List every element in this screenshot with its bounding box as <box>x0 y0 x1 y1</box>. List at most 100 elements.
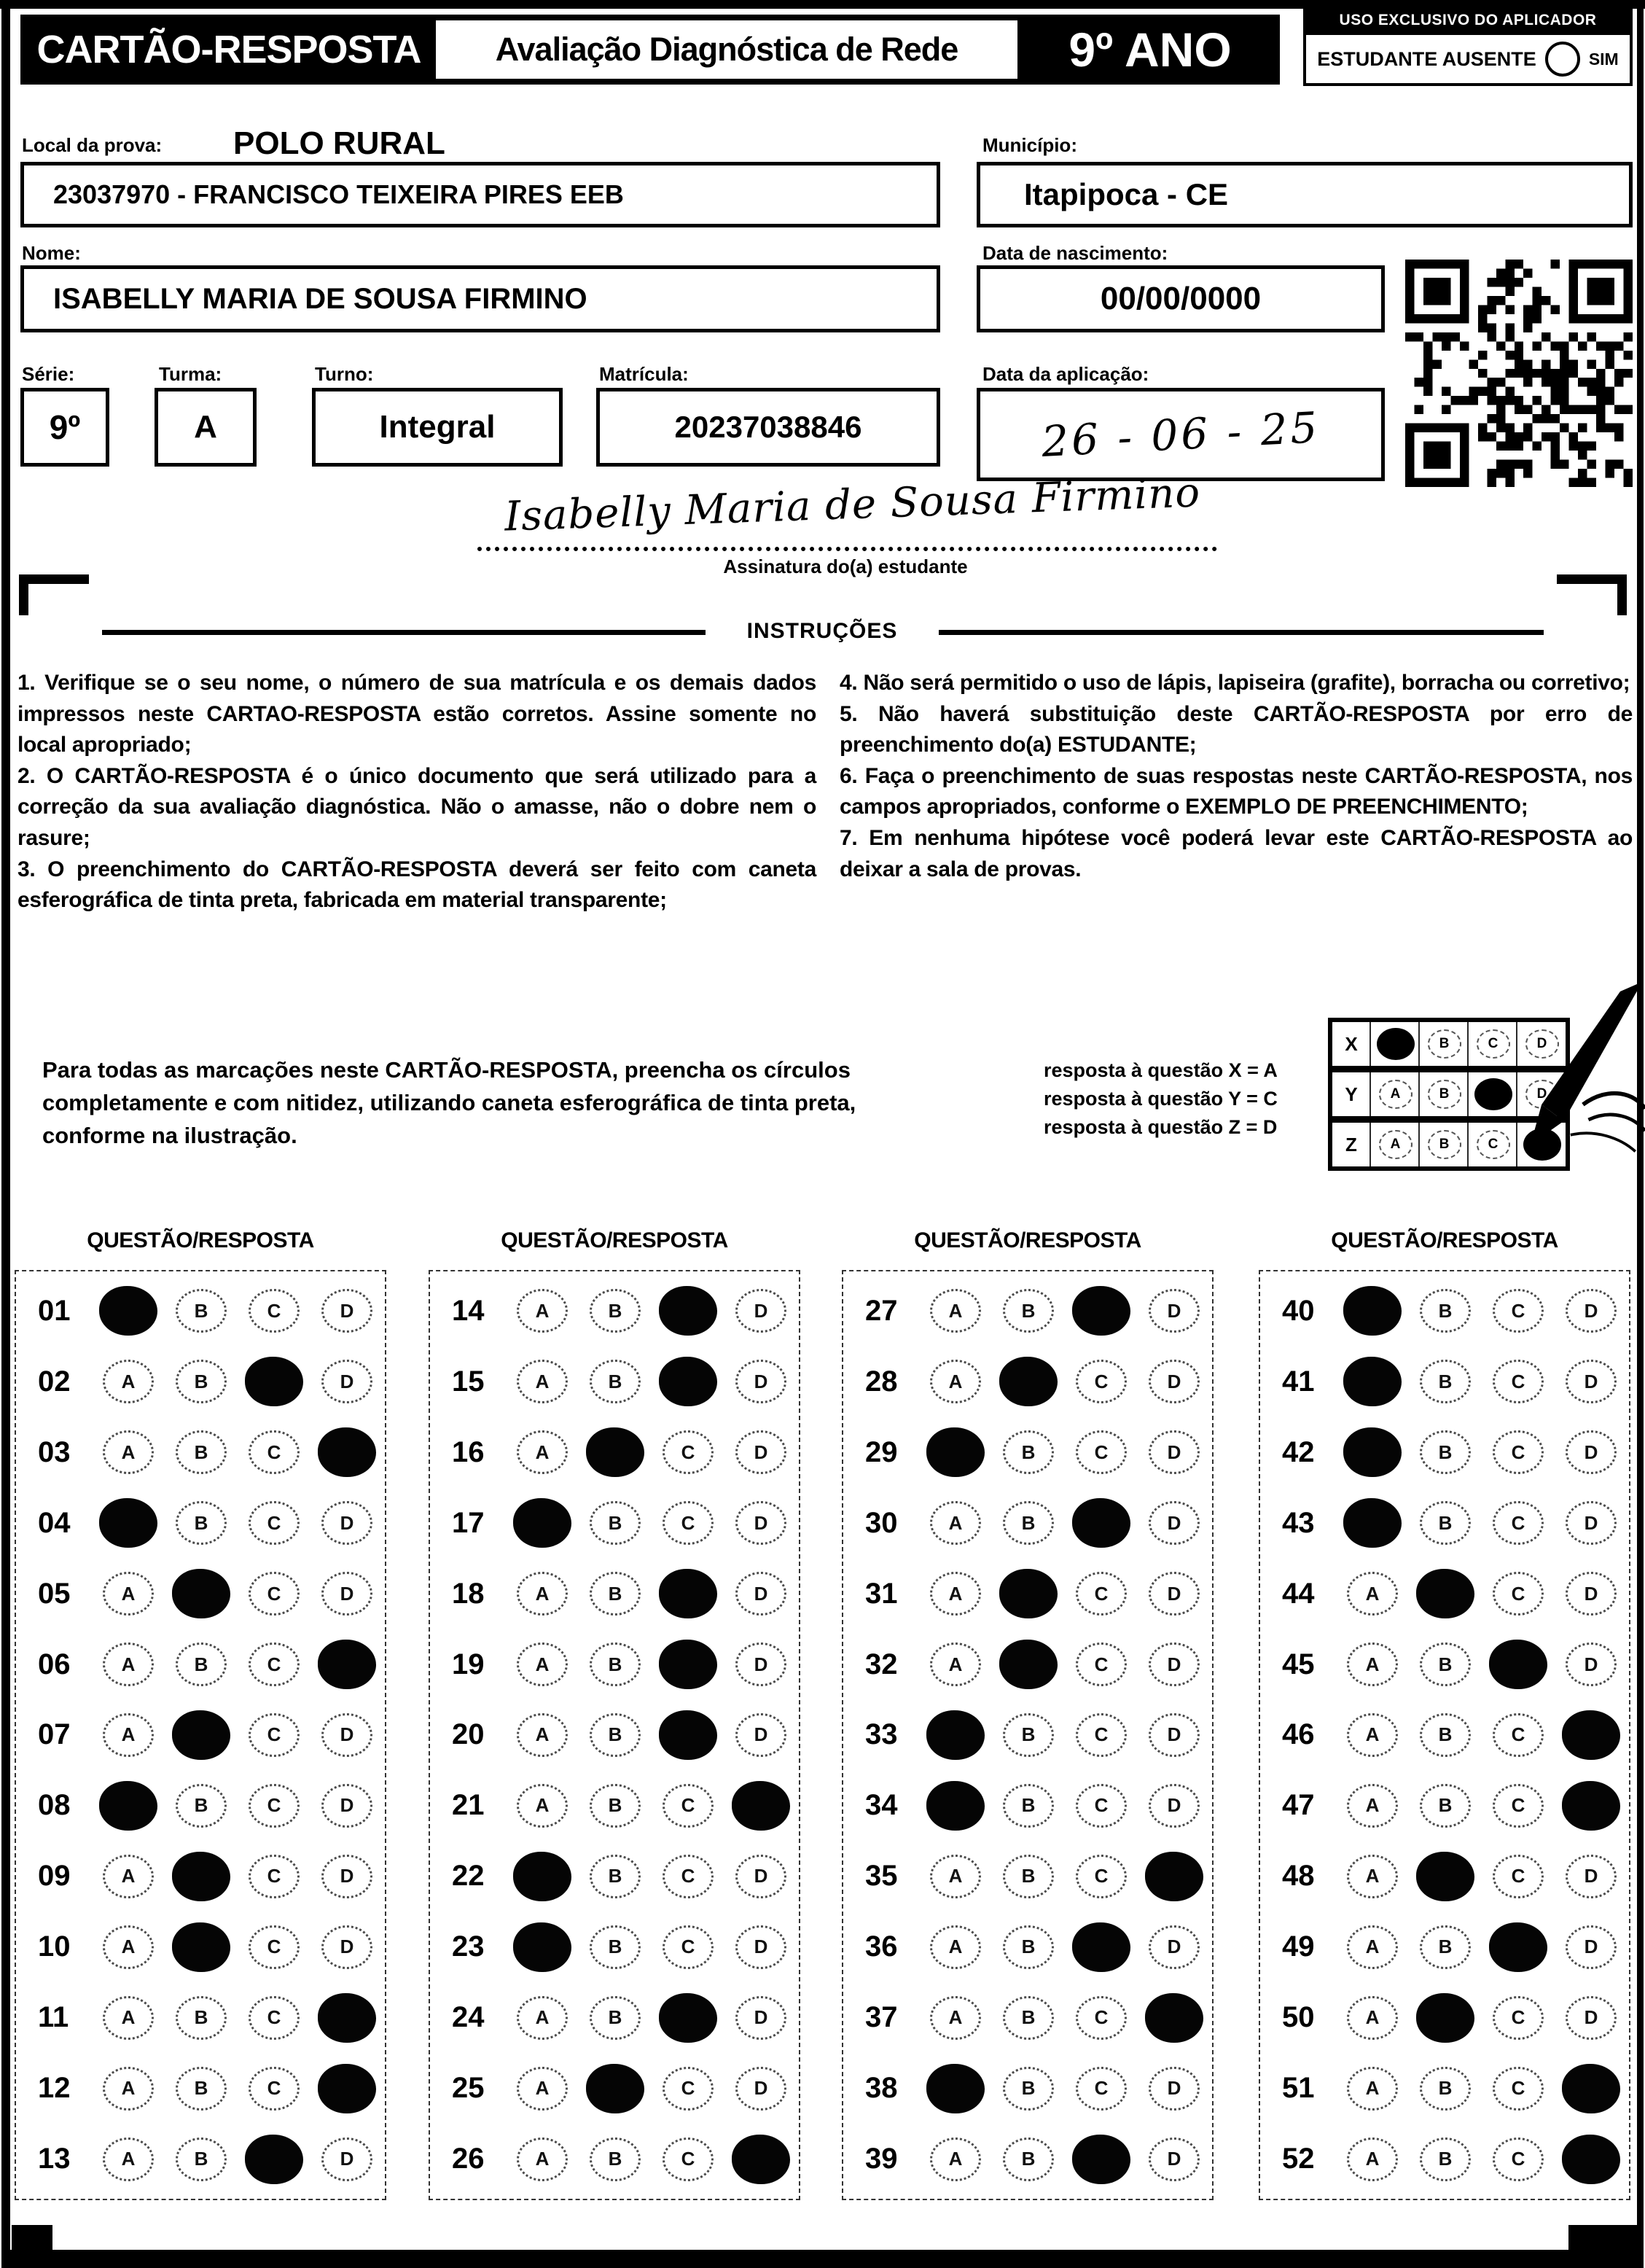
bubble-41-A[interactable] <box>1343 1357 1402 1407</box>
bubble-34-B[interactable]: B <box>1003 1783 1054 1828</box>
bubble-49-C[interactable] <box>1489 1922 1547 1972</box>
bubble-34-C[interactable]: C <box>1076 1783 1127 1828</box>
bubble-19-B[interactable]: B <box>590 1642 641 1687</box>
bubble-01-B[interactable]: B <box>176 1289 227 1333</box>
bubble-30-A[interactable]: A <box>930 1501 981 1546</box>
bubble-12-B[interactable]: B <box>176 2066 227 2111</box>
bubble-24-C[interactable] <box>659 1992 717 2043</box>
bubble-37-B[interactable]: B <box>1003 1995 1054 2040</box>
bubble-52-C[interactable]: C <box>1493 2137 1544 2181</box>
bubble-11-B[interactable]: B <box>176 1995 227 2040</box>
bubble-31-D[interactable]: D <box>1149 1572 1200 1616</box>
bubble-20-D[interactable]: D <box>735 1712 786 1757</box>
bubble-44-D[interactable]: D <box>1566 1572 1617 1616</box>
bubble-16-C[interactable]: C <box>663 1430 714 1475</box>
bubble-06-C[interactable]: C <box>249 1642 300 1687</box>
bubble-26-D[interactable] <box>732 2134 790 2184</box>
bubble-03-D[interactable] <box>318 1427 376 1478</box>
bubble-11-A[interactable]: A <box>103 1995 154 2040</box>
bubble-33-A[interactable] <box>926 1710 985 1760</box>
bubble-19-C[interactable] <box>659 1640 717 1690</box>
bubble-33-C[interactable]: C <box>1076 1712 1127 1757</box>
bubble-26-B[interactable]: B <box>590 2137 641 2181</box>
bubble-21-A[interactable]: A <box>517 1783 568 1828</box>
bubble-27-B[interactable]: B <box>1003 1289 1054 1333</box>
absent-bubble-icon[interactable] <box>1544 42 1580 77</box>
bubble-10-D[interactable]: D <box>321 1925 372 1969</box>
bubble-30-D[interactable]: D <box>1149 1501 1200 1546</box>
bubble-29-B[interactable]: B <box>1003 1430 1054 1475</box>
bubble-26-A[interactable]: A <box>517 2137 568 2181</box>
aplicacao-box[interactable]: 26 - 06 - 25 <box>977 388 1385 481</box>
bubble-31-B[interactable] <box>999 1569 1058 1619</box>
bubble-12-D[interactable] <box>318 2063 376 2113</box>
bubble-35-A[interactable]: A <box>930 1854 981 1898</box>
bubble-45-B[interactable]: B <box>1420 1642 1471 1687</box>
bubble-22-C[interactable]: C <box>663 1854 714 1898</box>
bubble-17-D[interactable]: D <box>735 1501 786 1546</box>
bubble-43-B[interactable]: B <box>1420 1501 1471 1546</box>
bubble-11-D[interactable] <box>318 1992 376 2043</box>
bubble-17-B[interactable]: B <box>590 1501 641 1546</box>
bubble-45-C[interactable] <box>1489 1640 1547 1690</box>
bubble-47-B[interactable]: B <box>1420 1783 1471 1828</box>
bubble-44-A[interactable]: A <box>1347 1572 1398 1616</box>
bubble-29-D[interactable]: D <box>1149 1430 1200 1475</box>
bubble-51-C[interactable]: C <box>1493 2066 1544 2111</box>
bubble-47-D[interactable] <box>1562 1780 1620 1831</box>
bubble-23-A[interactable] <box>513 1922 571 1972</box>
bubble-38-C[interactable]: C <box>1076 2066 1127 2111</box>
bubble-08-B[interactable]: B <box>176 1783 227 1828</box>
bubble-22-A[interactable] <box>513 1851 571 1901</box>
bubble-43-C[interactable]: C <box>1493 1501 1544 1546</box>
bubble-34-A[interactable] <box>926 1780 985 1831</box>
bubble-38-B[interactable]: B <box>1003 2066 1054 2111</box>
bubble-23-B[interactable]: B <box>590 1925 641 1969</box>
bubble-07-A[interactable]: A <box>103 1712 154 1757</box>
bubble-15-C[interactable] <box>659 1357 717 1407</box>
bubble-27-A[interactable]: A <box>930 1289 981 1333</box>
bubble-25-D[interactable]: D <box>735 2066 786 2111</box>
bubble-51-B[interactable]: B <box>1420 2066 1471 2111</box>
bubble-03-C[interactable]: C <box>249 1430 300 1475</box>
bubble-51-A[interactable]: A <box>1347 2066 1398 2111</box>
bubble-09-D[interactable]: D <box>321 1854 372 1898</box>
bubble-36-C[interactable] <box>1072 1922 1130 1972</box>
bubble-19-D[interactable]: D <box>735 1642 786 1687</box>
bubble-16-A[interactable]: A <box>517 1430 568 1475</box>
bubble-37-C[interactable]: C <box>1076 1995 1127 2040</box>
bubble-42-A[interactable] <box>1343 1427 1402 1478</box>
bubble-27-D[interactable]: D <box>1149 1289 1200 1333</box>
bubble-36-B[interactable]: B <box>1003 1925 1054 1969</box>
bubble-29-C[interactable]: C <box>1076 1430 1127 1475</box>
bubble-05-C[interactable]: C <box>249 1572 300 1616</box>
bubble-43-A[interactable] <box>1343 1498 1402 1548</box>
bubble-15-D[interactable]: D <box>735 1360 786 1404</box>
bubble-42-D[interactable]: D <box>1566 1430 1617 1475</box>
bubble-39-D[interactable]: D <box>1149 2137 1200 2181</box>
bubble-14-B[interactable]: B <box>590 1289 641 1333</box>
bubble-50-C[interactable]: C <box>1493 1995 1544 2040</box>
bubble-45-A[interactable]: A <box>1347 1642 1398 1687</box>
bubble-32-C[interactable]: C <box>1076 1642 1127 1687</box>
bubble-41-D[interactable]: D <box>1566 1360 1617 1404</box>
bubble-49-B[interactable]: B <box>1420 1925 1471 1969</box>
bubble-10-B[interactable] <box>172 1922 230 1972</box>
bubble-36-D[interactable]: D <box>1149 1925 1200 1969</box>
bubble-04-A[interactable] <box>99 1498 157 1548</box>
bubble-40-C[interactable]: C <box>1493 1289 1544 1333</box>
bubble-37-D[interactable] <box>1145 1992 1203 2043</box>
bubble-20-A[interactable]: A <box>517 1712 568 1757</box>
bubble-14-D[interactable]: D <box>735 1289 786 1333</box>
bubble-52-D[interactable] <box>1562 2134 1620 2184</box>
bubble-27-C[interactable] <box>1072 1286 1130 1336</box>
bubble-28-C[interactable]: C <box>1076 1360 1127 1404</box>
bubble-47-A[interactable]: A <box>1347 1783 1398 1828</box>
bubble-11-C[interactable]: C <box>249 1995 300 2040</box>
bubble-40-D[interactable]: D <box>1566 1289 1617 1333</box>
bubble-46-A[interactable]: A <box>1347 1712 1398 1757</box>
bubble-30-B[interactable]: B <box>1003 1501 1054 1546</box>
bubble-49-D[interactable]: D <box>1566 1925 1617 1969</box>
bubble-13-C[interactable] <box>245 2134 303 2184</box>
bubble-24-D[interactable]: D <box>735 1995 786 2040</box>
